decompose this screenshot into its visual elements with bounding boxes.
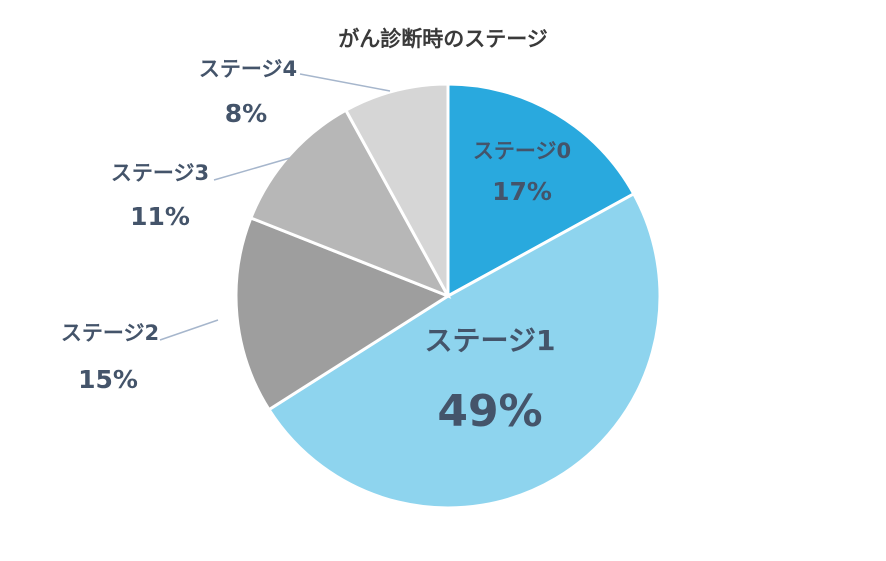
slice-label-value-2: 15% xyxy=(78,365,138,394)
leader-lines xyxy=(159,73,391,341)
pie-slice-3 xyxy=(248,108,452,299)
leader-line-3 xyxy=(213,157,291,181)
pie-slice-4 xyxy=(343,82,450,297)
slice-label-value-0: 17% xyxy=(492,177,552,206)
slice-label-value-3: 11% xyxy=(130,202,190,231)
leader-line-4 xyxy=(299,73,391,92)
slice-label-name-3: ステージ3 xyxy=(111,161,209,185)
pie-slices xyxy=(234,82,662,510)
slice-label-name-1: ステージ1 xyxy=(425,324,556,357)
slice-label-name-0: ステージ0 xyxy=(473,139,571,163)
slice-label-value-4: 8% xyxy=(225,99,267,128)
slice-label-value-1: 49% xyxy=(437,386,542,437)
pie-slice-0 xyxy=(446,82,636,299)
leader-line-2 xyxy=(159,319,219,341)
slice-label-name-2: ステージ2 xyxy=(61,321,159,345)
slice-labels: ステージ0 17% ステージ1 49% ステージ2 15% ステージ3 11% ステージ4 8% xyxy=(61,57,571,437)
pie-slice-1 xyxy=(266,191,662,510)
slice-label-name-4: ステージ4 xyxy=(199,57,297,81)
pie-slice-2 xyxy=(234,216,452,412)
chart-title: がん診断時のステージ xyxy=(338,27,548,51)
